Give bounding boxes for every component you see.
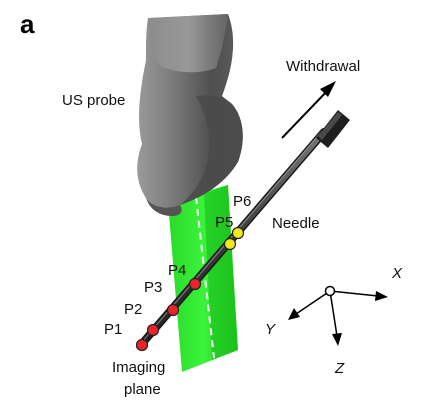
withdrawal-label: Withdrawal — [286, 58, 360, 75]
imaging-plane-label-line2: plane — [124, 381, 161, 398]
axis-z-label: Z — [334, 360, 345, 377]
point-p2-marker — [146, 323, 160, 337]
needle-points — [135, 226, 245, 352]
needle-label: Needle — [272, 215, 320, 232]
us-probe-label: US probe — [62, 92, 125, 109]
withdrawal-arrow — [281, 81, 336, 139]
axis-y-label: Y — [265, 321, 276, 338]
axis-x-label: X — [391, 265, 403, 282]
point-p5-label: P5 — [215, 214, 233, 231]
point-p1-marker — [135, 338, 149, 352]
imaging-plane-label-line1: Imaging — [112, 359, 165, 376]
point-p6-marker — [231, 226, 245, 240]
point-p2-label: P2 — [124, 301, 142, 318]
point-p1-label: P1 — [104, 321, 122, 338]
point-p3-label: P3 — [144, 279, 162, 296]
coordinate-axes — [288, 285, 388, 346]
point-p4-marker — [188, 277, 202, 291]
point-p3-marker — [166, 303, 180, 317]
us-probe — [137, 14, 243, 216]
axes-origin-marker — [324, 285, 336, 297]
point-p6-label: P6 — [233, 193, 251, 210]
point-p4-label: P4 — [168, 262, 186, 279]
panel-letter: a — [20, 9, 35, 39]
needle-hub — [316, 110, 350, 148]
point-p5-marker — [223, 237, 237, 251]
